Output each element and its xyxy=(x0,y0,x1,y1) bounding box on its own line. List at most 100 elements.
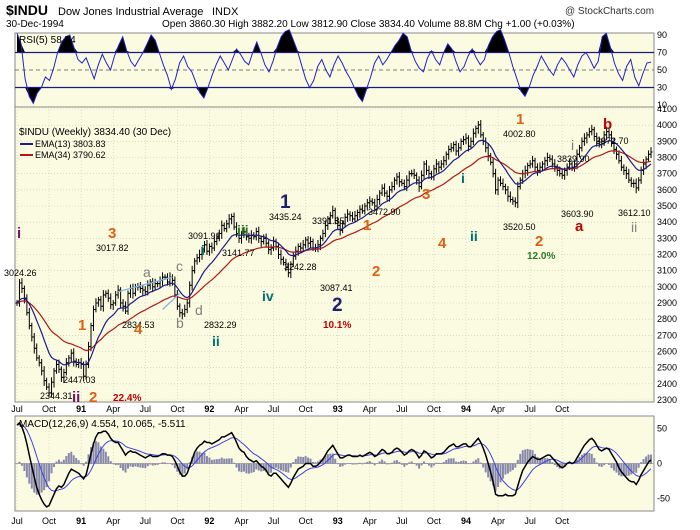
macd-histogram-bar xyxy=(240,463,243,473)
macd-histogram-bar xyxy=(196,451,199,464)
y-tick-label: 3300 xyxy=(657,233,677,243)
x-tick-label: 94 xyxy=(461,516,471,526)
macd-histogram-bar xyxy=(580,454,583,464)
wave-label: 2 xyxy=(332,295,343,316)
rsi-y-tick-label: 30 xyxy=(657,83,667,93)
x-tick-label: Jul xyxy=(11,516,23,526)
wave-label: 3 xyxy=(108,225,116,242)
wave-label: ii xyxy=(631,219,637,235)
ohlc-summary: Open 3860.30 High 3882.20 Low 3812.90 Cl… xyxy=(162,19,575,30)
macd-histogram-bar xyxy=(499,463,502,483)
ema34-legend: EMA(34) 3790.62 xyxy=(35,150,106,160)
wave-label: i xyxy=(201,242,205,258)
macd-histogram-bar xyxy=(218,458,221,464)
x-tick-label: Apr xyxy=(234,516,248,526)
macd-histogram-bar xyxy=(225,458,228,464)
y-tick-label: 4100 xyxy=(657,104,677,114)
macd-histogram-bar xyxy=(282,463,285,472)
y-tick-label: 3900 xyxy=(657,136,677,146)
macd-histogram-bar xyxy=(553,463,556,466)
macd-histogram-bar xyxy=(156,463,159,465)
x-tick-label: 94 xyxy=(461,404,471,414)
macd-histogram-bar xyxy=(472,461,475,464)
macd-histogram-bar xyxy=(154,463,157,466)
wave-label: 1 xyxy=(363,217,371,234)
annotation-value: 3612.10 xyxy=(618,208,651,218)
macd-histogram-bar xyxy=(131,463,134,468)
macd-histogram-bar xyxy=(136,463,139,468)
macd-histogram-bar xyxy=(134,463,137,467)
rsi-legend: RSI(5) 58.74 xyxy=(19,35,76,46)
wave-label: i xyxy=(571,137,574,153)
y-tick-label: 3200 xyxy=(657,250,677,260)
macd-histogram-bar xyxy=(67,453,70,464)
macd-signal-line xyxy=(16,424,652,492)
macd-histogram-bar xyxy=(238,463,241,472)
x-tick-label: Jul xyxy=(524,404,536,414)
annotation-value: 3024.26 xyxy=(4,268,37,278)
macd-histogram-bar xyxy=(400,463,403,465)
macd-histogram-bar xyxy=(432,463,435,466)
wave-label: iii xyxy=(237,222,249,238)
macd-histogram-bar xyxy=(455,461,458,464)
macd-histogram-bar xyxy=(260,463,263,472)
watermark: @ StockCharts.com xyxy=(565,6,654,17)
macd-histogram-bar xyxy=(18,461,21,464)
macd-histogram-bar xyxy=(363,462,366,464)
macd-histogram-bar xyxy=(339,463,342,467)
x-tick-label: 91 xyxy=(76,404,86,414)
macd-histogram-bar xyxy=(373,463,376,466)
macd-histogram-bar xyxy=(484,463,487,473)
macd-histogram-bar xyxy=(102,448,105,464)
macd-histogram-bar xyxy=(312,461,315,464)
wave-percent: 22.4% xyxy=(113,393,141,404)
annotation-value: 3520.50 xyxy=(503,222,536,232)
x-tick-label: Jul xyxy=(11,404,23,414)
macd-histogram-bar xyxy=(331,453,334,464)
macd-histogram-bar xyxy=(497,463,500,488)
macd-histogram-bar xyxy=(371,462,374,464)
macd-histogram-bar xyxy=(210,459,213,464)
rsi-y-tick-label: 90 xyxy=(657,30,667,40)
macd-histogram-bar xyxy=(72,455,75,464)
wave-label: b xyxy=(176,315,184,331)
macd-histogram-bar xyxy=(620,463,623,477)
macd-histogram-bar xyxy=(635,463,638,473)
macd-histogram-bar xyxy=(181,463,184,476)
macd-histogram-bar xyxy=(94,441,97,464)
x-tick-label: Apr xyxy=(491,516,505,526)
macd-histogram-bar xyxy=(28,463,31,484)
annotation-value: 3972.70 xyxy=(596,136,629,146)
macd-histogram-bar xyxy=(378,461,381,464)
macd-histogram-bar xyxy=(487,463,490,478)
macd-histogram-bar xyxy=(302,456,305,464)
macd-histogram-bar xyxy=(304,456,307,464)
macd-histogram-bar xyxy=(186,463,189,470)
macd-histogram-bar xyxy=(284,463,287,473)
macd-histogram-bar xyxy=(593,458,596,464)
macd-histogram-bar xyxy=(349,463,352,464)
macd-histogram-bar xyxy=(336,463,339,464)
macd-histogram-bar xyxy=(440,463,443,464)
macd-histogram-bar xyxy=(257,463,260,471)
x-tick-label: Oct xyxy=(299,516,314,526)
macd-histogram-bar xyxy=(203,452,206,464)
macd-line xyxy=(16,421,652,508)
macd-histogram-bar xyxy=(287,463,290,473)
macd-histogram-bar xyxy=(316,461,319,464)
x-tick-label: Jul xyxy=(140,516,152,526)
macd-histogram-bar xyxy=(55,461,58,464)
macd-histogram-bar xyxy=(556,463,559,468)
rsi-line xyxy=(16,29,652,105)
macd-histogram-bar xyxy=(585,453,588,464)
annotation-value: 3087.41 xyxy=(320,283,353,293)
x-axis: Jul Jul Oct Oct 91 91 Apr Apr Jul Jul Oct Oct 92 92 Ap… xyxy=(11,404,569,526)
x-tick-label: Jul xyxy=(396,516,408,526)
rsi-y-tick-label: 50 xyxy=(657,65,667,75)
index-name-label: Dow Jones Industrial Average xyxy=(58,6,203,18)
macd-histogram-bar xyxy=(430,463,433,468)
macd-histogram-bar xyxy=(107,456,110,464)
symbol-label: $INDU xyxy=(6,2,48,18)
macd-histogram-bar xyxy=(161,462,164,464)
macd-histogram-bar xyxy=(50,463,53,474)
